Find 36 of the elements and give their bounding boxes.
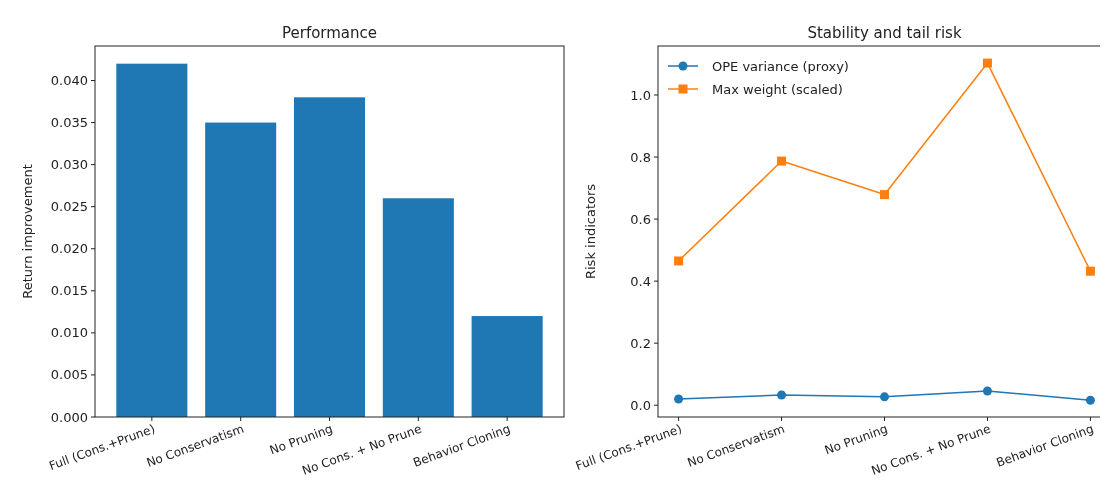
y-tick-label: 0.8 [630,149,651,165]
chart-title: Performance [281,24,378,42]
y-tick-label: 0.2 [630,335,651,351]
point [1085,395,1095,405]
point [674,256,684,266]
chart-title: Stability and tail risk [807,24,962,42]
y-axis-title: Return improvement [20,164,35,299]
bar [382,198,454,417]
y-tick-label: 0.0 [630,397,651,413]
y-tick-label: 0.4 [630,273,651,289]
y-tick-label: 0.010 [50,325,88,341]
point [674,394,684,404]
y-tick-label: 1.0 [630,87,651,103]
point [880,392,889,402]
y-tick-label: 0.035 [50,115,88,131]
y-tick-label: 0.025 [50,199,88,215]
legend-label: Max weight (scaled) [712,82,843,97]
bar [205,122,277,417]
point [777,390,787,400]
point [982,386,992,396]
point [777,156,787,166]
y-tick-label: 0.000 [50,409,88,425]
y-tick-label: 0.6 [630,211,651,227]
y-tick-label: 0.020 [50,241,88,257]
point [982,58,992,68]
legend-label: OPE variance (proxy) [712,59,849,74]
point [1085,266,1095,276]
bar [293,97,366,417]
y-axis-title: Risk indicators [583,183,598,280]
bar [116,63,188,417]
y-tick-label: 0.005 [50,367,88,383]
point [880,190,889,200]
y-tick-label: 0.040 [50,72,88,88]
y-tick-label: 0.015 [50,283,88,299]
bar [471,316,543,417]
y-tick-label: 0.030 [50,157,88,173]
